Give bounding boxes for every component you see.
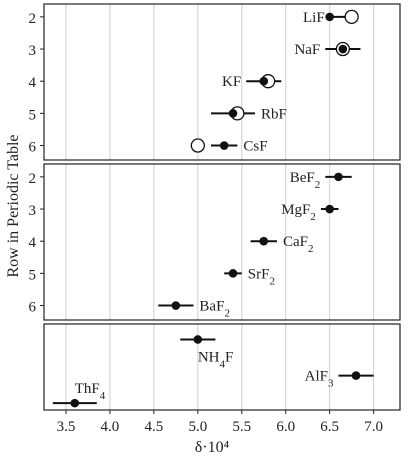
data-point: [219, 141, 229, 150]
point-labels: LiF NaF KF RbF CsF BeF2 MgF2 CaF2 SrF2 BaF2 NH4F Al…: [75, 10, 334, 402]
x-axis-title: δ·10⁴: [195, 439, 230, 456]
x-tick-label: 5.0: [188, 419, 207, 435]
point-label: RbF: [261, 106, 287, 122]
data-point: [259, 236, 269, 246]
y-tick-label: 5: [29, 107, 37, 123]
data-point: [228, 269, 238, 278]
data-markers: [70, 9, 361, 408]
data-point: [193, 335, 203, 344]
point-label: NaF: [294, 42, 320, 58]
gridlines: [65, 4, 375, 410]
open-marker: [344, 9, 359, 25]
y-tick-label: 4: [29, 235, 37, 251]
panel-frames: [43, 3, 401, 411]
point-label: CsF: [243, 139, 267, 155]
point-label: AlF3: [305, 369, 334, 390]
panel-frame: [43, 323, 401, 411]
y-tick-label: 2: [29, 11, 37, 27]
point-label: KF: [222, 74, 241, 90]
data-point: [228, 109, 238, 118]
y-tick-label: 6: [29, 140, 37, 156]
panel-frame: [43, 163, 401, 321]
data-point: [70, 398, 80, 408]
x-tick-label: 3.5: [57, 419, 76, 435]
point-label: LiF: [303, 10, 325, 26]
x-tick-label: 5.5: [232, 419, 251, 435]
y-tick-label: 3: [29, 43, 37, 59]
point-label: BeF2: [290, 170, 321, 191]
axis-ticks: 2 3 4 5 6 2 3 4 5 6 3.5 4.0 4.5 5.0 5.5 6.0 6.5 7.0: [29, 11, 384, 435]
point-label: CaF2: [283, 234, 314, 255]
data-point: [338, 44, 348, 54]
data-point: [171, 301, 181, 310]
point-label: MgF2: [281, 202, 316, 223]
point-label: NH4F: [198, 349, 234, 370]
y-axis-title: Row in Periodic Table: [5, 134, 22, 277]
point-label: BaF2: [199, 299, 230, 320]
point-label: SrF2: [248, 266, 275, 287]
x-tick-label: 6.5: [320, 419, 339, 435]
data-point: [351, 371, 361, 380]
data-point: [259, 76, 269, 86]
data-point: [334, 172, 343, 182]
open-marker: [190, 138, 205, 153]
y-tick-label: 4: [29, 75, 37, 91]
y-tick-label: 2: [29, 171, 37, 187]
y-tick-label: 3: [29, 203, 37, 219]
y-tick-label: 6: [29, 300, 37, 316]
x-tick-label: 4.5: [145, 419, 164, 435]
data-point: [325, 12, 334, 22]
x-tick-label: 7.0: [364, 419, 383, 435]
x-tick-label: 4.0: [101, 419, 120, 435]
point-label: ThF4: [75, 381, 106, 402]
y-tick-label: 5: [29, 267, 37, 283]
data-point: [325, 204, 334, 214]
x-tick-label: 6.0: [276, 419, 295, 435]
panel-frame: [43, 3, 401, 161]
